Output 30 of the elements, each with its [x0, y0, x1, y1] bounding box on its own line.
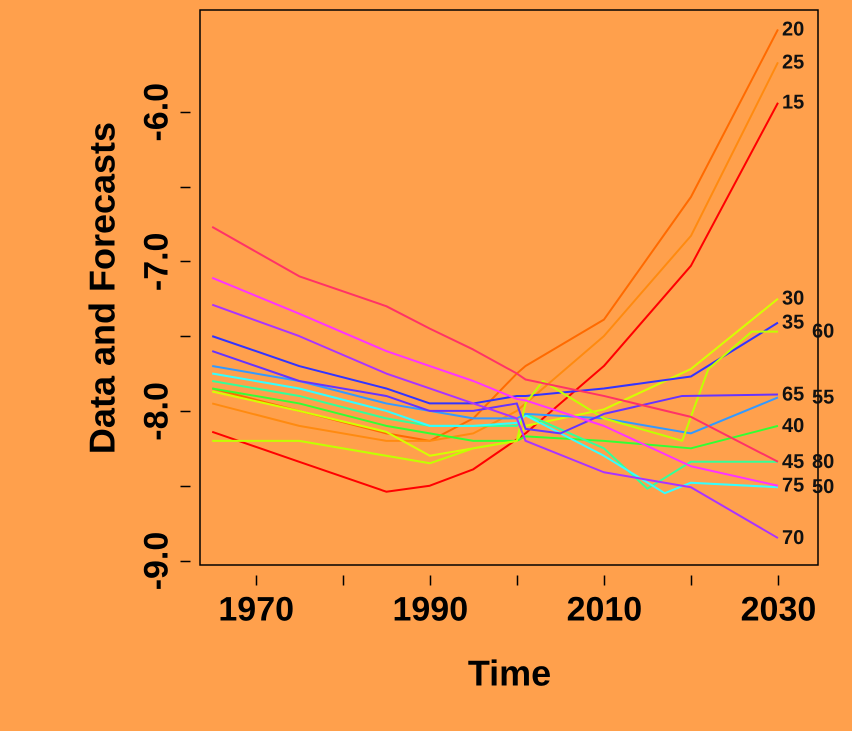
line-series	[211, 322, 779, 404]
x-tick-label: 1990	[392, 590, 468, 628]
line-series	[211, 350, 779, 434]
x-tick-label: 2030	[740, 590, 816, 628]
series-label: 15	[782, 92, 804, 114]
series-label: 35	[782, 312, 804, 334]
line-series	[211, 387, 779, 450]
y-tick-label: -8.0	[138, 382, 176, 441]
y-tick-label: -7.0	[138, 232, 176, 292]
line-series	[211, 304, 779, 540]
series-label: 20	[782, 18, 804, 40]
line-series	[211, 330, 779, 464]
series-label: 30	[782, 288, 804, 310]
x-axis-title: Time	[468, 652, 552, 694]
series-label: 75	[782, 474, 804, 497]
x-tick-label: 2010	[566, 590, 642, 628]
line-series	[211, 298, 779, 457]
line-series	[211, 276, 779, 487]
series-label: 65	[782, 383, 804, 406]
series-label: 25	[782, 51, 804, 74]
line-series	[211, 226, 779, 463]
y-axis-title: Data and Forecasts	[82, 122, 122, 454]
x-tick-label: 1970	[218, 590, 294, 628]
series-label: 70	[782, 527, 804, 550]
y-tick-label: -9.0	[138, 532, 176, 590]
line-series	[211, 365, 779, 434]
line-series	[211, 102, 779, 493]
series-label: 45	[782, 450, 804, 473]
y-tick-label: -6.0	[138, 82, 176, 142]
series-label: 40	[782, 414, 804, 437]
